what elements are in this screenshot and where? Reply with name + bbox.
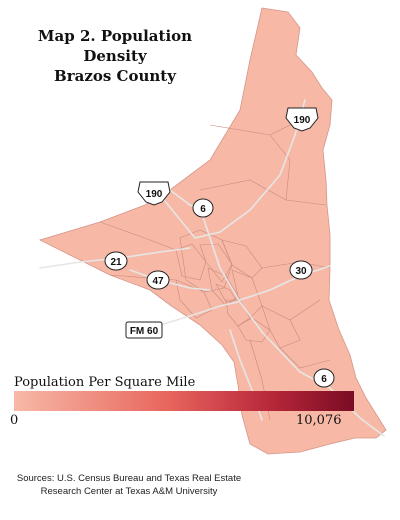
fm-60-sign: FM 60 [125,321,163,339]
svg-text:6: 6 [200,204,206,215]
tract-college-station-north [179,229,233,293]
tract-bryan-west [175,243,207,281]
svg-text:190: 190 [294,115,311,126]
sh-6-shield-south: 6 [313,368,335,388]
us-190-road [159,99,306,239]
us-190-shield-north: 190 [285,107,319,132]
fm-60-road [159,301,239,326]
tract-bryan-central [199,243,233,283]
svg-text:30: 30 [295,266,307,277]
svg-text:6: 6 [321,374,327,385]
sh-47-shield: 47 [146,270,170,290]
map-title-line1: Map 2. Population Density [37,27,193,65]
legend-color-ramp [14,391,354,411]
sh-47-road [129,269,211,291]
svg-text:FM 60: FM 60 [130,326,159,337]
legend-max-label: 10,076 [296,413,342,428]
map-title-line2: Brazos County [54,67,176,85]
sh-30-shield: 30 [289,260,313,280]
svg-text:21: 21 [110,257,122,268]
legend-title: Population Per Square Mile [14,375,196,390]
us-190-shield-west: 190 [137,181,171,206]
sh-21-shield: 21 [104,251,128,271]
map-title: Map 2. Population Density Brazos County [20,26,210,86]
source-line1: Sources: U.S. Census Bureau and Texas Re… [16,473,242,484]
svg-text:190: 190 [146,189,163,200]
source-line2: Research Center at Texas A&M University [40,486,218,497]
legend-min-label: 0 [10,413,19,428]
tract-bryan-east [221,239,263,279]
tract-college-station-east [231,269,263,319]
tract-southeast [261,305,301,349]
svg-text:47: 47 [152,276,164,287]
tract-west-suburb [175,279,213,319]
tract-southgate [225,299,251,327]
sh-30-road [239,265,331,301]
source-note: Sources: U.S. Census Bureau and Texas Re… [14,472,244,498]
sh-6-shield-north: 6 [192,198,214,218]
